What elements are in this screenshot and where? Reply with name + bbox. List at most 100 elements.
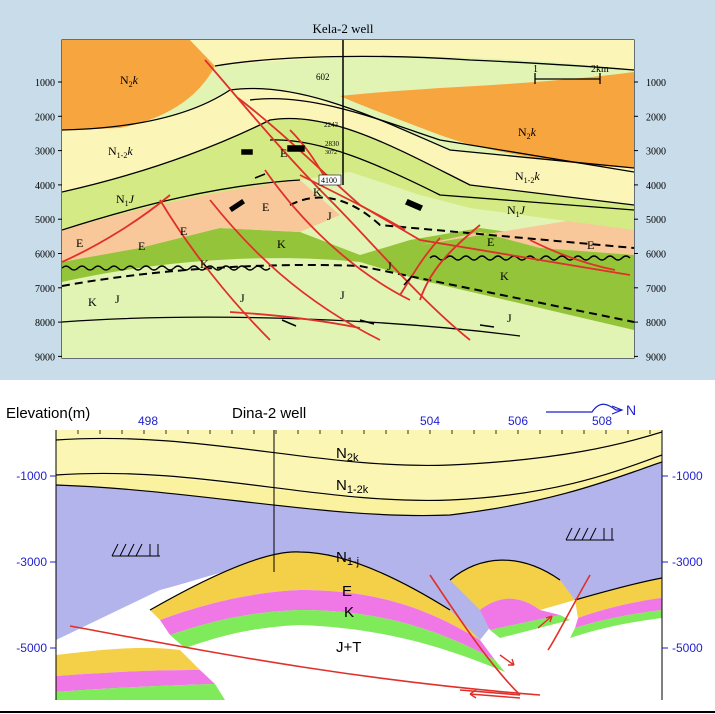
scale-bar: 1 2km xyxy=(533,64,609,84)
depth-label-right: 8000 xyxy=(646,318,666,329)
y-label-right: -3000 xyxy=(672,555,703,569)
depth-mark-2830: 2830 xyxy=(325,140,340,148)
unconformity-right xyxy=(429,255,631,261)
label-n2k-left: N2k xyxy=(120,73,139,89)
label-j-6: J xyxy=(507,311,512,325)
depth-mark-4100: 4100 xyxy=(321,176,337,185)
y-label-right: -1000 xyxy=(672,469,703,483)
label-n1j: N1-j xyxy=(336,549,359,568)
label-e-2: E xyxy=(262,200,269,214)
label-e-1: E xyxy=(280,146,287,160)
unconformity-left xyxy=(62,265,271,271)
depth-label-left: 3000 xyxy=(35,147,55,158)
label-k-5: K xyxy=(500,269,509,283)
depth-label-right: 6000 xyxy=(646,250,666,261)
bottom-slip-arrows xyxy=(469,615,553,699)
depth-label-left: 2000 xyxy=(35,112,55,123)
label-j-4: J xyxy=(240,291,245,305)
x-tick-label: 504 xyxy=(420,414,440,428)
depth-label-right: 1000 xyxy=(646,78,666,89)
top-depth-axis-left: 1000 2000 3000 4000 5000 6000 7000 8000 9000 xyxy=(35,78,62,363)
label-n12k-right: N1-2k xyxy=(515,169,540,185)
bottom-x-axis: 498 504 506 508 xyxy=(55,414,651,434)
label-e: E xyxy=(342,583,352,600)
bottom-horizon-lines xyxy=(56,431,662,611)
depth-label-left: 8000 xyxy=(35,318,55,329)
bottom-unit-labels: N2k N1-2k N1-j E K J+T xyxy=(336,445,369,656)
n12k-layer xyxy=(62,88,634,205)
n2k-layer-left xyxy=(62,40,215,130)
upper-cream-layer xyxy=(190,40,634,70)
label-j-5: J xyxy=(115,292,120,306)
label-k-1: K xyxy=(313,185,322,199)
bottom-faults xyxy=(69,574,591,696)
label-k: K xyxy=(344,604,354,621)
depth-label-right: 4000 xyxy=(646,181,666,192)
y-label-right: -5000 xyxy=(672,641,703,655)
x-tick-label: 508 xyxy=(592,414,612,428)
depth-label-left: 1000 xyxy=(35,78,55,89)
label-k-4: K xyxy=(88,295,97,309)
depth-label-left: 4000 xyxy=(35,181,55,192)
label-n1j-right: N1J xyxy=(507,203,526,219)
depth-label-right: 3000 xyxy=(646,147,666,158)
top-depth-axis-right: 1000 2000 3000 4000 5000 6000 7000 8000 9000 xyxy=(634,78,666,363)
kela-2-well-label: Kela-2 well xyxy=(312,21,373,36)
bottom-section: Elevation(m) Dina-2 well 498 504 506 508 -1… xyxy=(0,402,715,713)
dashed-horizon-lower xyxy=(62,263,634,323)
scale-bar-start: 1 xyxy=(533,64,538,75)
label-e-5: E xyxy=(138,239,145,253)
label-n12k-left: N1-2k xyxy=(108,144,133,160)
label-e-4: E xyxy=(76,236,83,250)
bottom-strata xyxy=(56,430,662,700)
hatch-symbols xyxy=(111,527,614,557)
label-e-6: E xyxy=(487,235,494,249)
x-tick-label: 506 xyxy=(508,414,528,428)
depth-mark-2243: 2243 xyxy=(324,121,339,129)
depth-label-left: 5000 xyxy=(35,215,55,226)
top-letter-labels: E E E E E E E K K K K K J J J J J J xyxy=(76,146,594,325)
label-j-1: J xyxy=(327,209,332,223)
well-depth-marks: 602 2243 2830 3072 4100 xyxy=(316,72,342,186)
top-unit-labels: N2k N2k N1-2k N1-2k N1J N1J xyxy=(108,73,540,219)
depth-label-right: 7000 xyxy=(646,284,666,295)
depth-label-left: 6000 xyxy=(35,250,55,261)
y-label-left: -3000 xyxy=(16,555,47,569)
depth-label-right: 5000 xyxy=(646,215,666,226)
label-n2k-right: N2k xyxy=(518,125,537,141)
x-tick-label: 498 xyxy=(138,414,158,428)
k-layer xyxy=(62,228,634,330)
north-label: N xyxy=(626,402,636,418)
depth-mark-602: 602 xyxy=(316,72,330,82)
top-section: Kela-2 well 1 2km 1000 2000 3000 4000 5000 60… xyxy=(0,0,715,380)
label-n1j-left: N1J xyxy=(116,192,135,208)
label-e-7: E xyxy=(587,238,594,252)
scale-bar-end: 2km xyxy=(591,64,609,75)
label-n2k: N2k xyxy=(336,445,359,464)
depth-mark-3072: 3072 xyxy=(325,150,337,156)
top-strata xyxy=(62,40,634,358)
label-k-2: K xyxy=(277,237,286,251)
y-label-left: -1000 xyxy=(16,469,47,483)
e-layer-left xyxy=(62,180,340,262)
depth-label-left: 7000 xyxy=(35,284,55,295)
n2k-layer-right xyxy=(340,72,634,168)
dashed-horizon-upper xyxy=(289,196,634,249)
label-k-3: K xyxy=(200,257,209,271)
label-jt: J+T xyxy=(336,639,361,656)
north-arrow: N xyxy=(546,402,636,418)
n1j-layer xyxy=(62,118,634,230)
label-e-3: E xyxy=(180,224,187,238)
depth-label-left: 9000 xyxy=(35,352,55,363)
elevation-axis-title: Elevation(m) xyxy=(6,405,90,422)
label-j-3: J xyxy=(340,288,345,302)
bottom-y-axis: -1000 -1000 -3000 -3000 -5000 -5000 xyxy=(16,469,703,655)
slip-arrows xyxy=(228,145,495,328)
depth-label-right: 2000 xyxy=(646,112,666,123)
depth-label-right: 9000 xyxy=(646,352,666,363)
dina-2-well-label: Dina-2 well xyxy=(232,405,306,422)
y-label-left: -5000 xyxy=(16,641,47,655)
label-j-2: J xyxy=(387,259,392,273)
